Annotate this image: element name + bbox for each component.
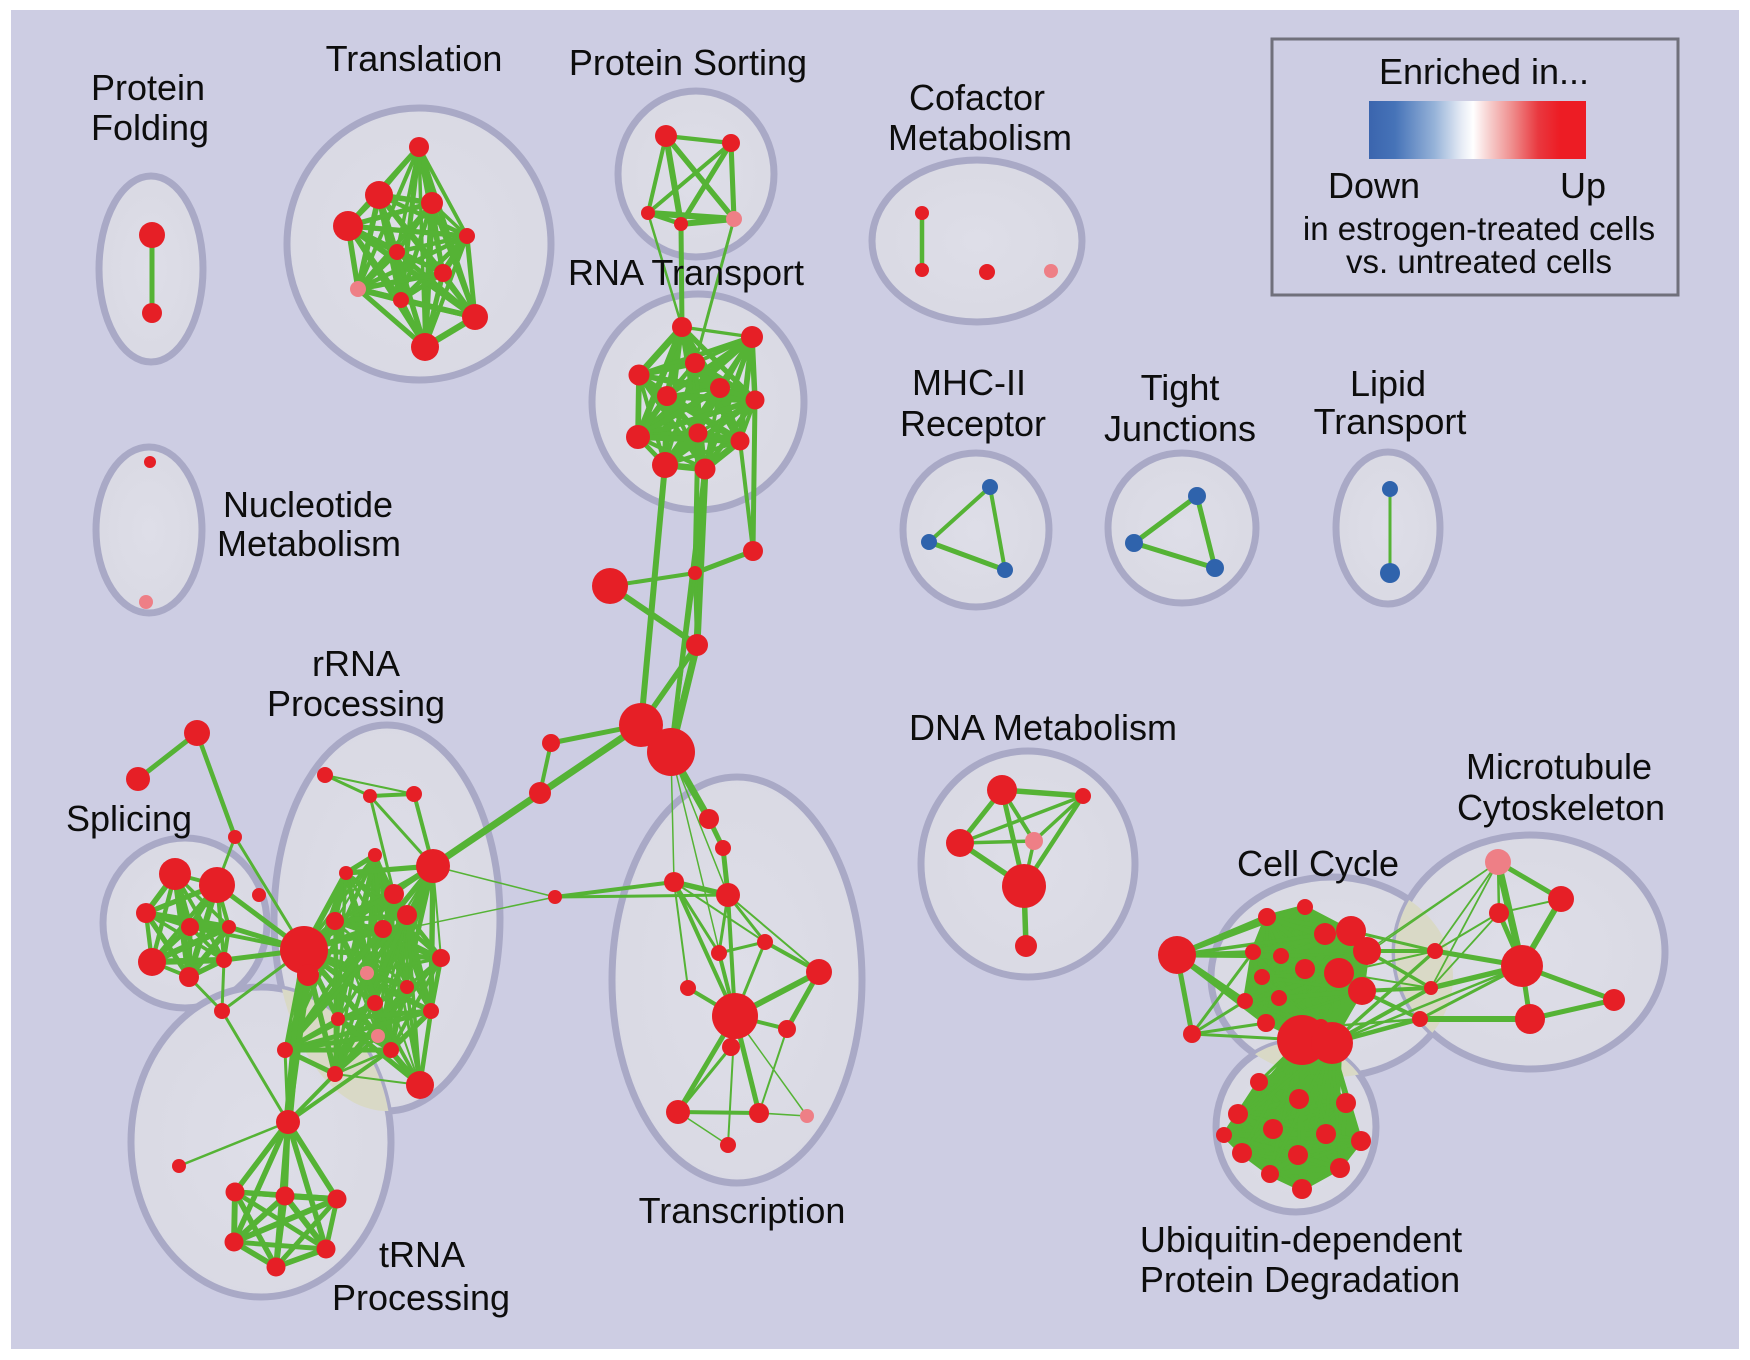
svg-text:Receptor: Receptor [900,403,1046,444]
svg-text:Junctions: Junctions [1104,408,1256,449]
svg-text:Microtubule: Microtubule [1466,746,1652,787]
svg-text:Cytoskeleton: Cytoskeleton [1457,787,1665,828]
svg-text:Splicing: Splicing [66,798,192,839]
svg-text:Lipid: Lipid [1350,363,1426,404]
svg-text:Metabolism: Metabolism [217,523,401,564]
svg-text:Processing: Processing [267,683,445,724]
svg-text:tRNA: tRNA [379,1234,465,1275]
svg-text:Transport: Transport [1314,401,1467,442]
svg-text:vs. untreated cells: vs. untreated cells [1346,243,1612,280]
svg-text:Up: Up [1560,165,1606,206]
svg-text:Ubiquitin-dependent: Ubiquitin-dependent [1140,1219,1462,1260]
svg-text:Translation: Translation [326,38,503,79]
svg-text:Metabolism: Metabolism [888,117,1072,158]
svg-text:Cell Cycle: Cell Cycle [1237,843,1399,884]
svg-text:Folding: Folding [91,107,209,148]
svg-text:Enriched in...: Enriched in... [1379,51,1589,92]
svg-text:Cofactor: Cofactor [909,77,1045,118]
svg-text:Protein Sorting: Protein Sorting [569,42,807,83]
svg-text:Protein Degradation: Protein Degradation [1140,1259,1460,1300]
svg-text:Nucleotide: Nucleotide [223,484,393,525]
svg-text:DNA Metabolism: DNA Metabolism [909,707,1177,748]
svg-text:Down: Down [1328,165,1420,206]
svg-text:Tight: Tight [1141,367,1220,408]
svg-text:MHC-II: MHC-II [912,362,1026,403]
svg-text:Protein: Protein [91,67,205,108]
svg-text:Processing: Processing [332,1277,510,1318]
svg-text:RNA Transport: RNA Transport [568,252,804,293]
svg-text:Transcription: Transcription [639,1190,846,1231]
svg-text:in estrogen-treated cells: in estrogen-treated cells [1303,210,1655,247]
svg-text:rRNA: rRNA [312,643,400,684]
